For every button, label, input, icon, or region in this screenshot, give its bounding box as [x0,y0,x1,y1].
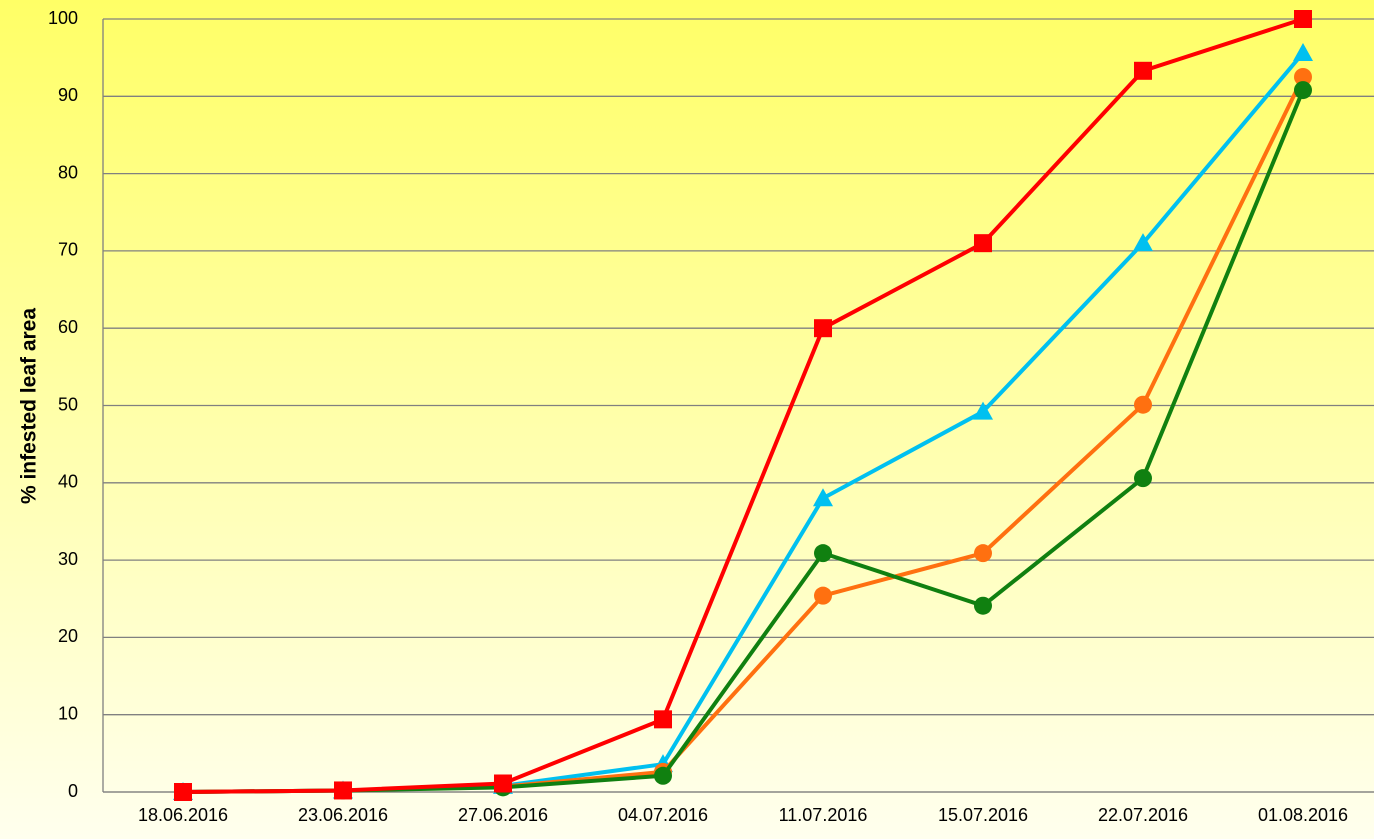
marker [1134,61,1152,80]
x-tick-label: 11.07.2016 [779,805,868,825]
x-tick-label: 23.06.2016 [298,805,388,825]
marker [654,766,672,785]
x-tick-label: 22.07.2016 [1098,805,1188,825]
y-tick-label: 70 [58,240,78,260]
x-tick-label: 15.07.2016 [938,805,1028,825]
marker [814,544,832,563]
marker [654,710,672,729]
x-tick-label: 27.06.2016 [458,805,548,825]
y-tick-label: 0 [68,781,78,801]
x-tick-label: 18.06.2016 [138,805,228,825]
marker [334,781,352,800]
y-axis-label: % infested leaf area [18,308,41,504]
marker [1294,67,1312,86]
y-tick-label: 50 [58,394,78,414]
series-line [182,17,1304,794]
marker [1294,81,1312,100]
marker [973,401,993,420]
y-tick-label: 40 [58,472,78,492]
marker [974,596,992,615]
marker [1134,395,1152,414]
marker [1133,233,1153,252]
x-tick-label: 01.08.2016 [1258,805,1348,825]
y-tick-label: 60 [58,317,78,337]
y-tick-label: 30 [58,549,78,569]
marker [813,488,833,507]
y-tick-label: 90 [58,85,78,105]
marker [174,783,192,801]
marker [814,319,832,338]
marker [1293,43,1313,62]
marker [494,774,512,793]
y-tick-label: 10 [58,703,78,723]
y-tick-label: 20 [58,626,78,646]
y-tick-label: 80 [58,162,78,182]
marker [1294,10,1312,28]
marker [814,586,832,605]
marker [1134,469,1152,488]
marker [974,234,992,253]
y-tick-label: 100 [48,8,78,28]
marker [974,544,992,563]
x-tick-label: 04.07.2016 [618,805,708,825]
